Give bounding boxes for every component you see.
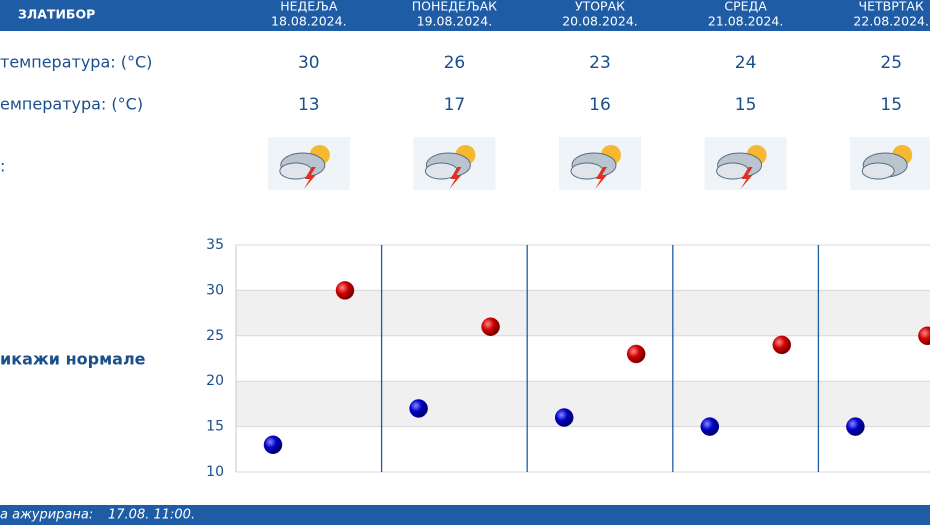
updated-label: а ажурирана:: [0, 508, 93, 523]
lightning: [449, 167, 462, 189]
lightning: [595, 167, 607, 189]
temp-dot: [335, 281, 355, 300]
lightning: [740, 167, 753, 189]
max-temp: 26: [444, 53, 466, 73]
weather-icon: [559, 137, 641, 190]
y-tick-label: 35: [206, 237, 224, 253]
day-name: СРЕДА: [724, 0, 767, 14]
band: [236, 290, 930, 336]
temp-dot: [409, 399, 428, 418]
max-temp: 23: [589, 53, 611, 73]
min-temp: 15: [735, 95, 757, 115]
y-tick-label: 10: [206, 464, 224, 480]
y-tick-label: 15: [206, 419, 224, 435]
footer-bar: [0, 505, 930, 525]
updated-value: 17.08. 11:00.: [108, 508, 195, 523]
day-date: 19.08.2024.: [417, 14, 493, 29]
location: ЗЛАТИБОР: [18, 7, 95, 22]
temp-dot: [700, 417, 720, 436]
band: [236, 381, 930, 427]
temp-dot: [846, 417, 865, 436]
min-temp: 15: [880, 95, 902, 115]
day-name: УТОРАК: [575, 0, 625, 14]
temp-dot: [772, 335, 792, 355]
day-date: 21.08.2024.: [708, 14, 784, 29]
temp-dot: [554, 408, 574, 427]
y-tick-label: 20: [206, 373, 224, 389]
day-date: 20.08.2024.: [562, 14, 638, 29]
lightning: [303, 167, 316, 189]
icon-label: :: [0, 157, 5, 176]
day-date: 18.08.2024.: [271, 14, 347, 29]
max-temp: 25: [880, 53, 902, 73]
min-temp: 16: [589, 95, 611, 115]
min-temp: 13: [298, 95, 320, 115]
y-tick-label: 25: [206, 328, 224, 344]
cloud: [861, 162, 895, 180]
temp-dot: [626, 344, 646, 364]
day-name: ПОНЕДЕЉАК: [412, 0, 497, 14]
max-label: температура: (°C): [0, 53, 152, 72]
weather-icon: [267, 137, 350, 190]
min-temp: 17: [444, 95, 466, 115]
weather-icon: [704, 137, 787, 190]
day-name: ЧЕТВРТАК: [859, 0, 924, 14]
y-tick-label: 30: [206, 282, 224, 298]
weather-icon: [850, 137, 930, 190]
day-date: 22.08.2024.: [853, 14, 929, 29]
normals-link[interactable]: икажи нормале: [0, 350, 146, 369]
min-label: емпература: (°C): [0, 95, 143, 114]
max-temp: 24: [735, 53, 757, 73]
header-bar: [0, 0, 930, 31]
max-temp: 30: [298, 53, 320, 73]
temp-dot: [481, 317, 500, 336]
temp-dot: [918, 326, 930, 346]
weather-icon: [413, 137, 496, 190]
day-name: НЕДЕЉА: [280, 0, 338, 14]
temp-dot: [263, 435, 283, 455]
